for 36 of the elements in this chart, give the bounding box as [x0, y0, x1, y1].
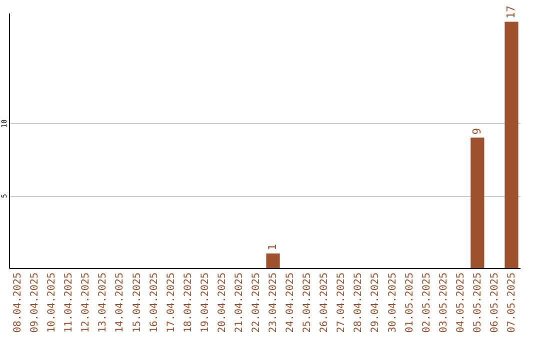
- x-tick-label: 16.04.2025: [148, 272, 160, 333]
- x-tick-label: 20.04.2025: [216, 272, 228, 333]
- x-tick-label: 17.04.2025: [166, 272, 177, 333]
- x-tick-label: 22.04.2025: [250, 272, 262, 333]
- x-tick-label: 29.04.2025: [370, 272, 382, 333]
- x-tick-label: 08.04.2025: [12, 272, 24, 333]
- bar: [470, 138, 484, 268]
- x-tick-label: 21.04.2025: [234, 272, 245, 333]
- x-tick-label: 13.04.2025: [98, 272, 109, 333]
- x-tick-label: 05.05.2025: [472, 272, 484, 333]
- x-tick-label: 19.04.2025: [200, 272, 211, 333]
- x-tick-label: 14.04.2025: [114, 272, 126, 333]
- bar: [266, 254, 280, 268]
- x-tick-label: 04.05.2025: [455, 272, 466, 333]
- x-tick-label: 23.04.2025: [268, 272, 280, 333]
- x-tick-label: 27.04.2025: [336, 272, 348, 333]
- data-label: 1: [266, 244, 280, 251]
- x-tick-label: 10.04.2025: [46, 272, 58, 333]
- x-tick-label: 28.04.2025: [353, 272, 364, 333]
- data-label: 9: [470, 128, 484, 135]
- x-tick-label: 07.05.2025: [506, 272, 518, 333]
- x-tick-label: 01.05.2025: [404, 272, 416, 333]
- x-tick-label: 06.05.2025: [489, 272, 500, 333]
- x-tick-label: 30.04.2025: [387, 272, 398, 333]
- x-tick-label: 11.04.2025: [64, 272, 75, 333]
- x-tick-label: 25.04.2025: [302, 272, 314, 333]
- bar: [504, 22, 518, 268]
- x-tick-label: 24.04.2025: [285, 272, 296, 333]
- x-tick-label: 18.04.2025: [182, 272, 194, 333]
- data-label: 17: [504, 5, 518, 19]
- x-tick-label: 03.05.2025: [438, 272, 450, 333]
- x-tick-label: 09.04.2025: [30, 272, 41, 333]
- x-tick-label: 26.04.2025: [319, 272, 330, 333]
- x-tick-label: 15.04.2025: [132, 272, 143, 333]
- x-tick-label: 12.04.2025: [80, 272, 92, 333]
- x-tick-label: 02.05.2025: [421, 272, 432, 333]
